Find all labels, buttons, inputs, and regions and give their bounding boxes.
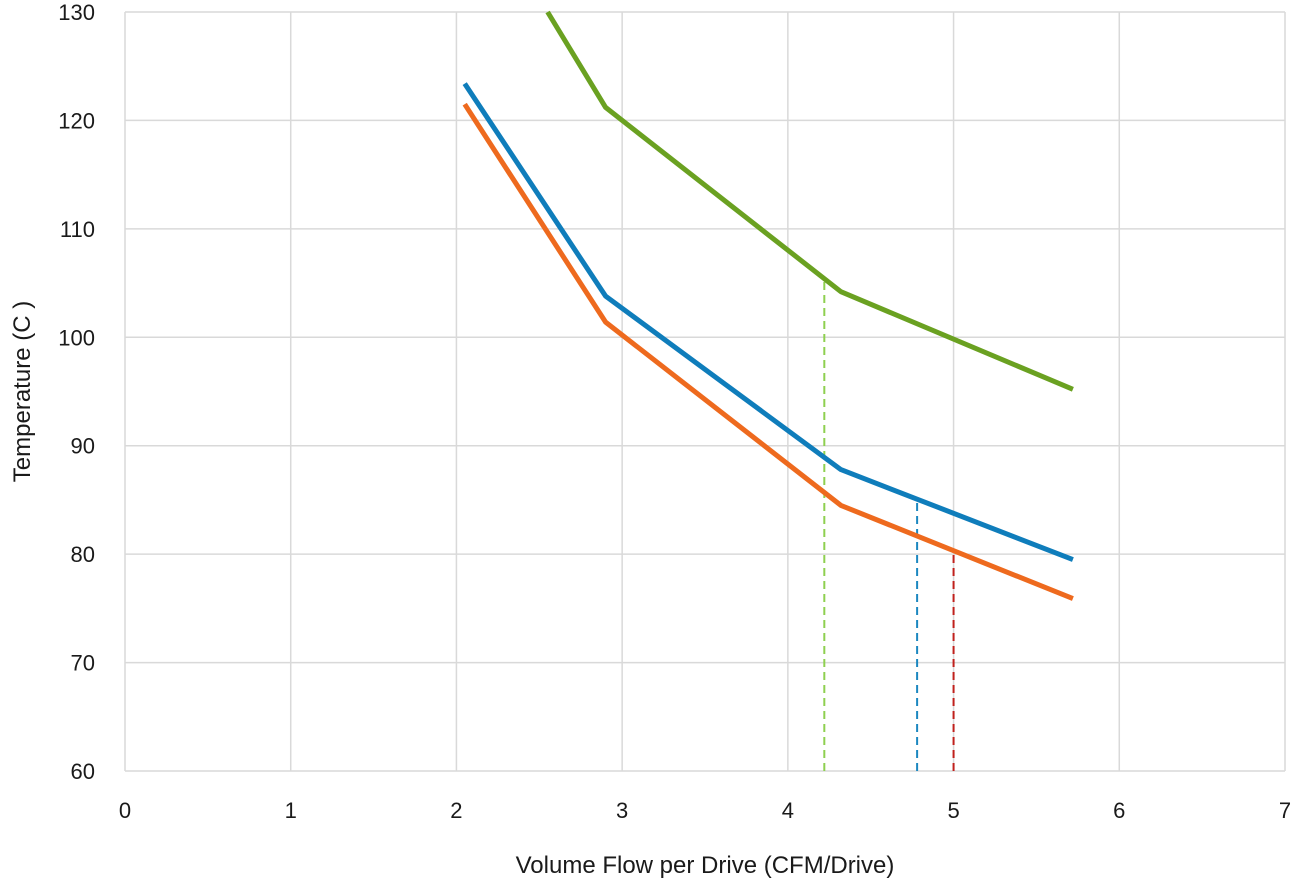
y-tick-label: 120 <box>58 108 95 133</box>
reference-lines <box>823 280 955 771</box>
x-tick-label: 3 <box>616 798 628 823</box>
x-tick-label: 0 <box>119 798 131 823</box>
y-tick-label: 80 <box>71 542 95 567</box>
x-tick-label: 5 <box>947 798 959 823</box>
series-line-3 <box>462 102 1074 601</box>
x-tick-label: 7 <box>1279 798 1291 823</box>
y-tick-label: 70 <box>71 651 95 676</box>
series-line-1 <box>545 10 1074 392</box>
x-tick-label: 4 <box>782 798 794 823</box>
x-axis-tick-labels: 0 1 2 3 4 5 6 7 <box>119 798 1291 823</box>
y-tick-label: 60 <box>71 759 95 784</box>
gridlines <box>124 11 1286 772</box>
x-tick-label: 6 <box>1113 798 1125 823</box>
series-layer <box>462 10 1074 601</box>
x-tick-label: 1 <box>285 798 297 823</box>
series-line-2 <box>462 82 1074 562</box>
y-tick-label: 130 <box>58 0 95 25</box>
y-tick-label: 90 <box>71 434 95 459</box>
x-axis-title: Volume Flow per Drive (CFM/Drive) <box>516 852 895 879</box>
x-tick-label: 2 <box>450 798 462 823</box>
y-axis-tick-labels: 60 70 80 90 100 110 120 130 <box>58 0 95 784</box>
y-tick-label: 110 <box>60 217 95 242</box>
y-tick-label: 100 <box>58 325 95 350</box>
y-axis-title: Temperature (C ) <box>9 301 36 482</box>
